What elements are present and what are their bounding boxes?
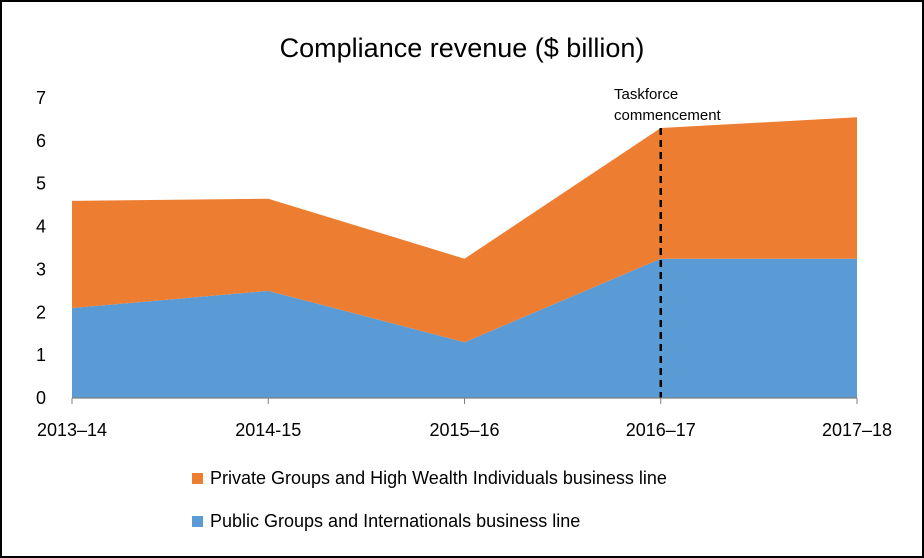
- legend-swatch: [192, 473, 203, 484]
- y-tick-label: 1: [36, 345, 46, 365]
- y-tick-label: 6: [36, 131, 46, 151]
- y-tick-label: 3: [36, 259, 46, 279]
- legend-swatch: [192, 516, 203, 527]
- y-tick-label: 4: [36, 217, 46, 237]
- x-tick-label: 2016–17: [626, 420, 696, 440]
- y-tick-label: 0: [36, 388, 46, 408]
- series-area-1: [72, 258, 857, 398]
- x-tick-label: 2017–18: [822, 420, 892, 440]
- series-area-2: [72, 117, 857, 343]
- taskforce-annotation: Taskforce commencement: [614, 86, 722, 398]
- chart-title: Compliance revenue ($ billion): [280, 33, 645, 63]
- legend: Private Groups and High Wealth Individua…: [192, 468, 667, 531]
- x-tick-label: 2015–16: [429, 420, 499, 440]
- y-tick-label: 7: [36, 88, 46, 108]
- legend-label: Private Groups and High Wealth Individua…: [210, 468, 667, 488]
- y-tick-label: 2: [36, 302, 46, 322]
- legend-label: Public Groups and Internationals busines…: [210, 511, 580, 531]
- y-tick-label: 5: [36, 174, 46, 194]
- annotation-label-line1: Taskforce: [614, 86, 678, 103]
- axes: 2013–14 2014-15 2015–16 2016–17 2017–18 0 1 2 3 4…: [36, 88, 892, 440]
- x-tick-label: 2013–14: [37, 420, 107, 440]
- x-tick-label: 2014-15: [235, 420, 301, 440]
- plot-areas: [71, 117, 858, 398]
- annotation-label-line2: commencement: [614, 107, 722, 124]
